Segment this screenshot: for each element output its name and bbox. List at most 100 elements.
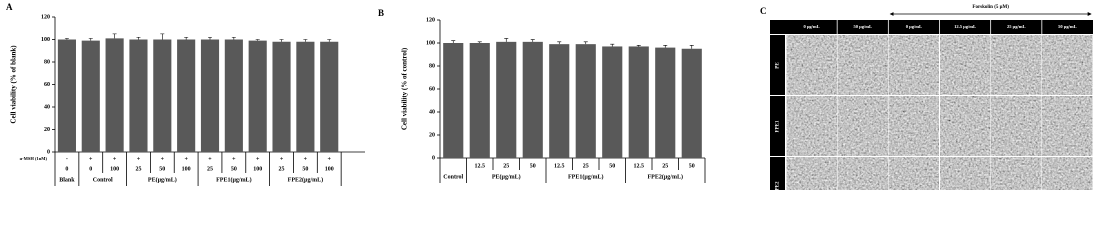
x-tick-label: 50 — [609, 163, 615, 169]
y-tick-label: 60 — [44, 82, 50, 88]
column-header: 50 µg/mL — [854, 24, 872, 29]
x-tick-label: 12.5 — [554, 163, 565, 169]
bar — [443, 43, 464, 158]
figure: A Cell viability (% of blank) 0 20 40 60 80 100… — [6, 2, 1093, 190]
bar — [681, 48, 702, 158]
y-tick-label: 120 — [41, 14, 50, 20]
x-tick-label: 50 — [231, 166, 237, 172]
micrograph — [837, 96, 888, 156]
group-label: Blank — [59, 177, 75, 183]
error-bar — [303, 39, 308, 42]
x-tick-label: 0 — [65, 166, 68, 172]
y-tick-label: 40 — [44, 104, 50, 110]
row-label-band — [770, 96, 785, 156]
error-bar — [255, 39, 260, 41]
column-header: 0 µg/mL — [803, 24, 819, 29]
x-tick-label: 50 — [530, 163, 536, 169]
x-tick-label: 25 — [583, 163, 589, 169]
error-bar — [208, 36, 212, 40]
x-tick-label: 100 — [110, 166, 119, 172]
panel-label: B — [378, 8, 384, 18]
sign-label: + — [232, 156, 236, 162]
sign-label: + — [161, 156, 165, 162]
x-tick-label: 25 — [503, 163, 509, 169]
bar — [575, 44, 596, 158]
bar — [496, 41, 517, 158]
bar — [272, 41, 291, 152]
bar — [469, 43, 490, 158]
sign-label: + — [328, 156, 332, 162]
bar — [153, 39, 172, 152]
bar — [57, 39, 76, 152]
column-header: 50 µg/mL — [1058, 24, 1076, 29]
group-label: PE(µg/mL) — [148, 176, 177, 183]
error-bar — [477, 41, 482, 43]
error-bar — [88, 38, 93, 41]
group-label: Control — [93, 177, 113, 183]
x-tick-label: 25 — [279, 166, 285, 172]
micrograph — [786, 96, 837, 156]
x-tick-label: 50 — [159, 166, 165, 172]
x-tick-label: 100 — [325, 166, 334, 172]
x-tick-label: 25 — [135, 166, 141, 172]
y-tick-label: 80 — [429, 63, 435, 69]
panel-label: C — [760, 6, 767, 16]
sign-label: + — [304, 156, 308, 162]
error-bar — [64, 38, 69, 40]
y-tick-label: 0 — [47, 149, 50, 155]
micrograph — [786, 157, 837, 190]
bar — [296, 41, 315, 152]
micrograph — [1042, 35, 1093, 95]
micrograph — [940, 35, 991, 95]
panel-label: A — [6, 2, 13, 12]
error-bar — [184, 36, 189, 40]
sign-label: + — [256, 156, 260, 162]
column-header: 25 µg/mL — [1007, 24, 1025, 29]
micrograph — [940, 157, 991, 190]
bar — [177, 39, 196, 152]
row-label-band — [770, 35, 785, 95]
bar — [602, 46, 623, 159]
group-label: Control — [443, 174, 463, 180]
row-label: FPE1 — [776, 120, 781, 132]
sign-row-label: α-MSH (1nM) — [20, 156, 48, 161]
micrograph — [837, 35, 888, 95]
error-bar — [160, 33, 165, 40]
x-tick-label: 50 — [302, 166, 308, 172]
x-tick-label: 0 — [89, 166, 92, 172]
error-bar — [327, 39, 332, 42]
bar — [320, 41, 339, 152]
bar — [549, 44, 570, 158]
x-tick-label: 12.5 — [634, 163, 645, 169]
y-tick-label: 0 — [432, 155, 435, 161]
column-header: 12.5 µg/mL — [954, 24, 976, 29]
sign-label: + — [113, 156, 117, 162]
row-label-band — [770, 157, 785, 190]
error-bar — [231, 36, 236, 40]
row-label: PE — [776, 62, 781, 69]
error-bar — [112, 33, 117, 39]
micrograph — [888, 96, 939, 156]
bar — [248, 40, 267, 152]
micrograph — [786, 35, 837, 95]
bar — [105, 38, 124, 152]
group-label: FPE2(µg/mL) — [648, 173, 683, 180]
y-tick-label: 100 — [426, 40, 435, 46]
bar — [81, 40, 100, 152]
sign-label: + — [89, 156, 93, 162]
error-bar — [610, 43, 615, 47]
x-tick-label: 50 — [689, 163, 695, 169]
sign-label: + — [280, 156, 284, 162]
group-label: FPE2(µg/mL) — [288, 176, 323, 183]
x-tick-label: 100 — [182, 166, 191, 172]
error-bar — [279, 39, 284, 42]
bar — [655, 47, 676, 158]
micrograph — [837, 157, 888, 190]
treatment-label: Forskolin (5 µM) — [972, 5, 1009, 10]
group-label: PE(µg/mL) — [492, 173, 521, 180]
y-tick-label: 60 — [429, 86, 435, 92]
micrograph — [991, 35, 1042, 95]
error-bar — [136, 36, 141, 40]
x-tick-label: 25 — [207, 166, 213, 172]
y-axis-label: Cell viability (% of blank) — [10, 45, 18, 124]
